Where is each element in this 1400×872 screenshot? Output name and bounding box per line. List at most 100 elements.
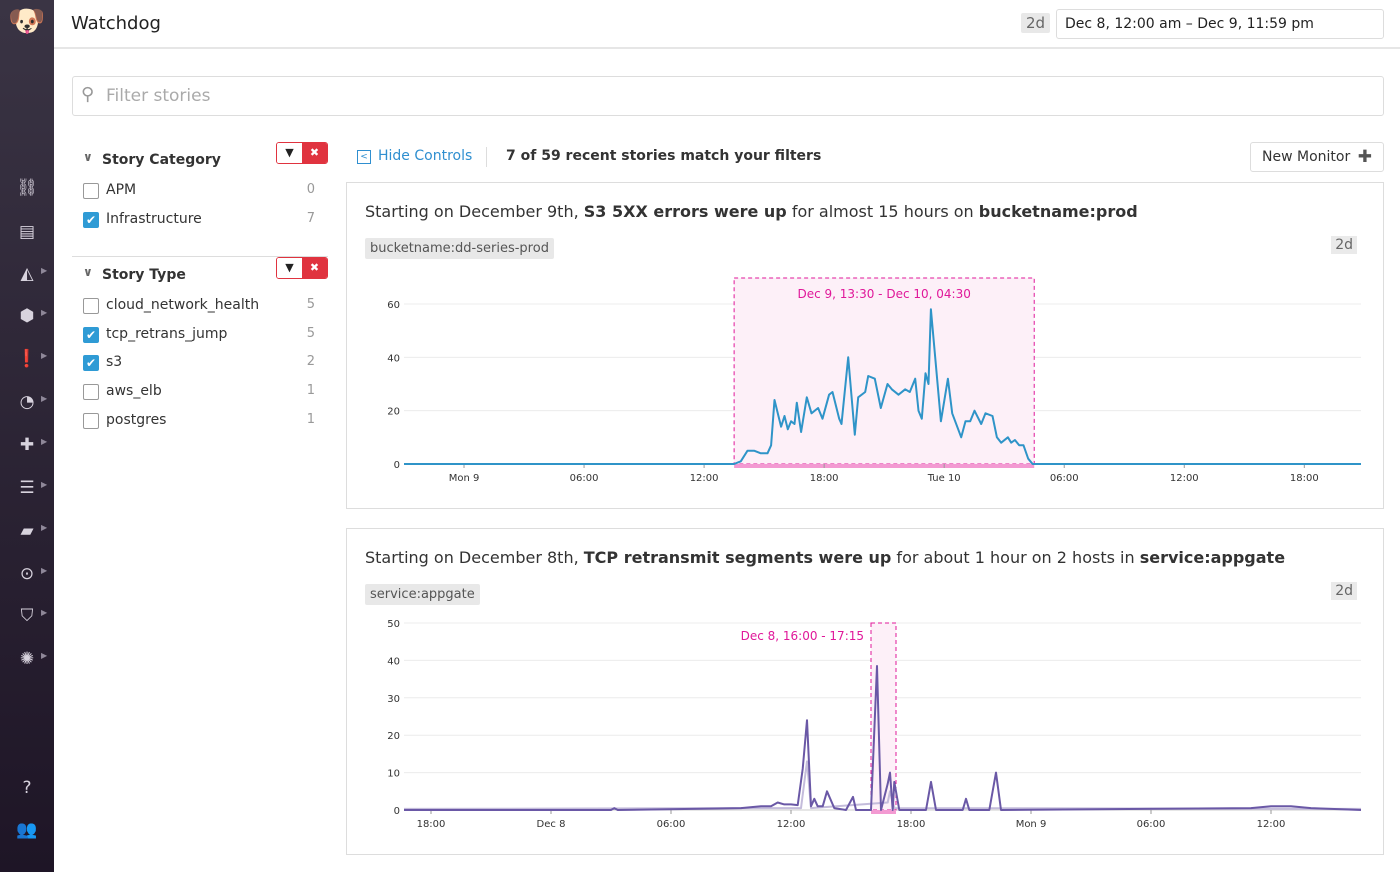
option-label: aws_elb	[106, 383, 162, 400]
anomaly-range-bar	[871, 810, 896, 814]
chevron-right-icon: ▶	[41, 566, 48, 575]
x-tick-label: Mon 9	[449, 473, 480, 484]
clear-filter-icon[interactable]: ✖	[302, 143, 327, 163]
checkbox[interactable]	[83, 384, 99, 401]
logs-icon: ⊙	[19, 564, 35, 584]
tcp-retransmit-chart[interactable]: 0 10 20 30 40 50 Dec 8, 16:00 - 17:15 18:00 Dec …	[347, 529, 1385, 856]
time-range-picker[interactable]: Dec 8, 12:00 am – Dec 9, 11:59 pm	[1056, 9, 1384, 39]
filter-only-icon[interactable]: ▼	[277, 143, 302, 163]
story-card[interactable]: Starting on December 9th, S3 5XX errors …	[346, 182, 1384, 509]
chevron-right-icon: ▶	[41, 308, 48, 317]
chevron-right-icon: ▶	[41, 651, 48, 660]
title-scope: bucketname:prod	[978, 202, 1138, 221]
x-tick-label: 18:00	[810, 473, 839, 484]
option-label: cloud_network_health	[106, 297, 260, 313]
story-title: Starting on December 8th, TCP retransmit…	[365, 548, 1285, 567]
option-label: postgres	[106, 411, 167, 428]
x-tick-label: 12:00	[690, 473, 719, 484]
gauge-icon: ◔	[19, 392, 35, 412]
checkbox[interactable]	[83, 412, 99, 429]
title-text: Starting on December 9th,	[365, 202, 584, 221]
apm-icon: ☰	[19, 478, 35, 498]
hide-controls-button[interactable]: < Hide Controls	[357, 148, 472, 164]
filter-option-tcp-retrans-jump[interactable]: ✔ tcp_retrans_jump 5	[72, 326, 328, 355]
option-count: 0	[306, 182, 315, 197]
x-tick-label: 18:00	[1290, 473, 1319, 484]
filter-section-header[interactable]: ∨ Story Category ▼ ✖	[72, 142, 328, 168]
sidebar-item-team[interactable]: 👥	[0, 820, 54, 840]
story-title: Starting on December 9th, S3 5XX errors …	[365, 202, 1138, 221]
y-tick-label: 50	[387, 619, 400, 630]
y-tick-label: 10	[387, 769, 400, 780]
filter-section-header[interactable]: ∨ Story Type ▼ ✖	[72, 257, 328, 283]
sidebar-item-binoculars[interactable]: ⛓	[0, 178, 54, 198]
y-tick-label: 40	[387, 353, 400, 364]
y-tick-label: 60	[387, 300, 400, 311]
x-tick-label: 06:00	[657, 819, 686, 830]
checkbox[interactable]	[83, 298, 99, 314]
new-monitor-button[interactable]: New Monitor ✚	[1250, 142, 1384, 172]
x-tick-label: 06:00	[1137, 819, 1166, 830]
series-line	[404, 308, 1361, 465]
option-count: 5	[306, 297, 315, 312]
sidebar-item-notebook[interactable]: ▰ ▶	[0, 521, 54, 541]
filter-section: ∨ Story Type ▼ ✖ cloud_network_health 5 ✔ tcp_r…	[72, 257, 328, 441]
divider	[72, 256, 328, 257]
filter-stories-input[interactable]: ⚲ Filter stories	[72, 76, 1384, 116]
sidebar-item-synthetics[interactable]: ✺ ▶	[0, 649, 54, 669]
filter-option-aws-elb[interactable]: aws_elb 1	[72, 383, 328, 412]
range-badge[interactable]: 2d	[1021, 13, 1051, 33]
list-icon: ▤	[18, 222, 36, 242]
option-count: 7	[306, 210, 315, 226]
series-line	[404, 665, 1362, 811]
filter-option-apm[interactable]: APM 0	[72, 182, 328, 211]
s3-errors-chart[interactable]: 0 20 40 60 Dec 9, 13:30 - Dec 10, 04:30 Mon 9…	[347, 183, 1385, 510]
team-icon: 👥	[16, 820, 38, 840]
filter-option-postgres[interactable]: postgres 1	[72, 412, 328, 441]
clear-filter-icon[interactable]: ✖	[302, 258, 327, 278]
chevron-right-icon: ▶	[41, 266, 48, 275]
filter-option-s3[interactable]: ✔ s3 2	[72, 354, 328, 383]
chevron-right-icon: ▶	[41, 437, 48, 446]
checkbox[interactable]: ✔	[83, 326, 99, 343]
story-card[interactable]: Starting on December 8th, TCP retransmit…	[346, 528, 1384, 855]
title-text: Starting on December 8th,	[365, 548, 584, 567]
sidebar-item-area-chart[interactable]: ◭ ▶	[0, 264, 54, 284]
filter-option-infrastructure[interactable]: ✔ Infrastructure 7	[72, 211, 328, 240]
anomaly-range-bar	[734, 464, 1035, 468]
chevron-right-icon: ▶	[41, 351, 48, 360]
filter-option-cloud-network-health[interactable]: cloud_network_health 5	[72, 297, 328, 326]
sidebar-item-infrastructure[interactable]: ⬢ ▶	[0, 306, 54, 326]
option-label: s3	[106, 354, 123, 371]
filter-section-title: Story Type	[102, 267, 186, 283]
sidebar-item-integrations[interactable]: ✚ ▶	[0, 435, 54, 455]
collapse-icon: <	[357, 150, 371, 164]
checkbox[interactable]: ✔	[83, 211, 99, 228]
sidebar-item-security[interactable]: ⛉ ▶	[0, 606, 54, 626]
filter-only-icon[interactable]: ▼	[277, 258, 302, 278]
sidebar-item-help[interactable]: ?	[0, 778, 54, 798]
x-tick-label: 12:00	[1170, 473, 1199, 484]
chevron-down-icon: ∨	[83, 150, 93, 164]
checkbox[interactable]	[83, 183, 99, 199]
x-tick-label: Dec 8	[537, 819, 566, 830]
story-tag[interactable]: service:appgate	[365, 584, 480, 605]
sidebar-item-list[interactable]: ▤	[0, 222, 54, 242]
sidebar-item-gauge[interactable]: ◔ ▶	[0, 392, 54, 412]
y-tick-label: 0	[394, 460, 400, 471]
y-tick-label: 20	[387, 731, 400, 742]
y-tick-label: 0	[394, 806, 400, 817]
datadog-logo-icon[interactable]: 🐶	[8, 4, 46, 39]
filter-section: ∨ Story Category ▼ ✖ APM 0 ✔ Infrastructure 7	[72, 142, 328, 240]
hide-controls-label: Hide Controls	[378, 148, 473, 164]
story-tag[interactable]: bucketname:dd-series-prod	[365, 238, 554, 259]
sidebar-item-alert[interactable]: ❗ ▶	[0, 349, 54, 369]
option-count: 5	[306, 325, 315, 341]
sidebar-item-logs[interactable]: ⊙ ▶	[0, 564, 54, 584]
option-count: 1	[306, 411, 315, 427]
checkbox[interactable]: ✔	[83, 355, 99, 372]
title-text: for almost 15 hours on	[786, 202, 979, 221]
infrastructure-icon: ⬢	[19, 306, 35, 326]
sidebar-item-apm[interactable]: ☰ ▶	[0, 478, 54, 498]
x-tick-label: 06:00	[570, 473, 599, 484]
